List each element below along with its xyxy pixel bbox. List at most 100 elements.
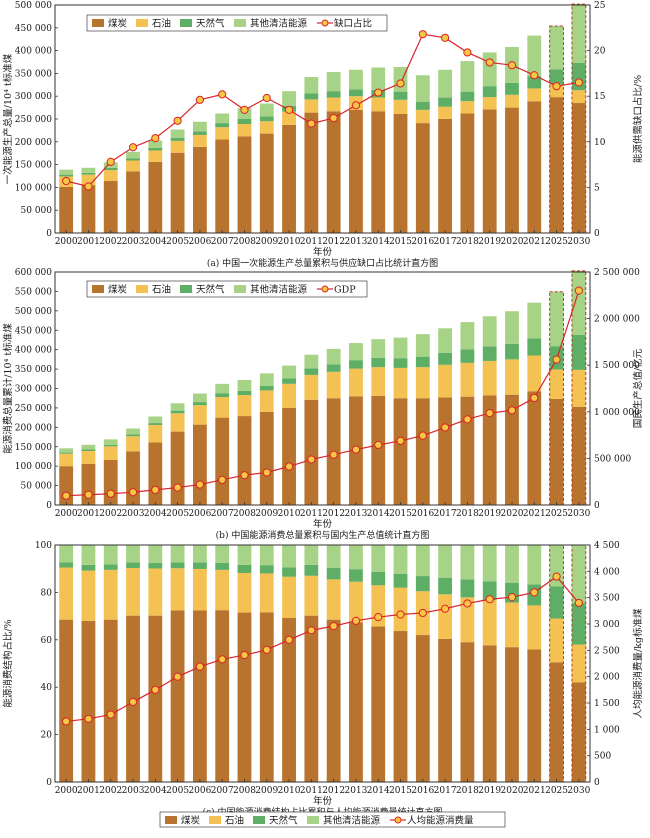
legend-swatch-clean [234, 19, 246, 27]
bar-gas-2013 [349, 89, 363, 97]
bar-coal-2018 [460, 113, 475, 233]
bar-gas-2005 [170, 137, 185, 141]
bar-gas-2012 [326, 567, 341, 580]
bar-coal-2015 [393, 113, 408, 233]
line-series [66, 290, 580, 497]
bar-gas-2016 [415, 356, 430, 368]
bar-oil-2001 [81, 570, 96, 621]
x-tick-label: 2018 [456, 237, 479, 247]
bar-gas-2019 [482, 86, 497, 98]
line-marker-2017 [441, 604, 450, 613]
bar-clean-2030 [571, 4, 586, 63]
x-tick-label: 2030 [567, 509, 590, 519]
line-marker-2008 [240, 650, 249, 660]
bar-oil-2030 [571, 90, 586, 104]
bar-coal-2002 [103, 181, 118, 233]
bar-clean-2017 [438, 328, 453, 353]
line-marker-2014 [374, 440, 383, 450]
bar-clean-2004 [148, 545, 163, 564]
bar-clean-2006 [192, 121, 207, 132]
line-marker-2001 [84, 714, 93, 723]
bar-clean-2025 [549, 291, 564, 347]
y-tick-label: 400 000 [15, 47, 52, 57]
bar-gas-2018 [460, 579, 475, 598]
y2-tick-label: 3 500 [594, 594, 620, 604]
bar-clean-2014 [371, 545, 386, 572]
line-marker-2005 [173, 483, 182, 492]
line-marker-2002 [106, 489, 115, 498]
line-marker-2030 [574, 78, 583, 87]
line-marker-2012 [329, 113, 338, 123]
bar-coal-2012 [326, 111, 341, 233]
line-marker-2015 [396, 79, 405, 88]
bar-coal-2008 [237, 416, 252, 505]
x-tick-label: 2001 [77, 786, 100, 796]
bar-gas-2003 [126, 562, 140, 568]
x-tick-label: 2016 [411, 237, 434, 247]
line-marker-2019 [485, 409, 494, 418]
bar-clean-2021 [527, 35, 542, 77]
y2-tick-label: 2 500 000 [594, 268, 640, 278]
bar-clean-2021 [527, 545, 542, 585]
bar-gas-2011 [304, 93, 319, 100]
line-marker-2030 [574, 598, 583, 608]
x-tick-label: 2021 [523, 786, 546, 796]
y2-tick-label: 1 500 000 [594, 361, 640, 371]
bar-coal-2007 [215, 139, 230, 233]
bar-oil-2012 [326, 371, 341, 399]
line-marker-2020 [507, 61, 517, 70]
x-tick-label: 2006 [188, 786, 211, 796]
x-axis-label: 年份 [313, 518, 333, 530]
y-axis-label: 一次能源生产总量/10⁴ t标准煤 [2, 53, 14, 184]
bar-clean-2021 [527, 302, 542, 339]
bar-coal-2010 [282, 407, 296, 505]
bar-oil-2008 [237, 124, 252, 137]
bar-coal-2008 [237, 136, 252, 233]
bar-clean-2001 [81, 545, 96, 565]
y2-tick-label: 0 [594, 229, 600, 239]
bar-coal-2015 [393, 631, 408, 782]
bar-oil-2005 [170, 568, 185, 611]
bar-oil-2010 [282, 576, 296, 618]
bar-clean-2008 [237, 545, 252, 565]
x-tick-label: 2006 [188, 237, 211, 247]
legend-label: 天然气 [196, 284, 225, 296]
bar-clean-2003 [126, 151, 140, 159]
bar-clean-2017 [438, 69, 453, 98]
line-marker-2003 [128, 697, 138, 707]
chart-title: (a) 中国一次能源生产总量累积与供应缺口占比统计直方图 [207, 257, 438, 269]
bar-coal-2018 [460, 396, 475, 505]
bar-clean-2012 [326, 348, 341, 365]
line-marker-2030 [574, 286, 583, 295]
y2-tick-label: 0 [594, 778, 600, 788]
bar-oil-2001 [81, 451, 96, 464]
bar-gas-2018 [460, 91, 475, 102]
bar-gas-2004 [148, 563, 163, 569]
bar-clean-2009 [259, 373, 274, 386]
y-tick-label: 60 [41, 636, 53, 646]
x-tick-label: 2018 [456, 786, 479, 796]
x-tick-label: 2013 [344, 786, 367, 796]
bar-gas-2017 [438, 577, 453, 595]
x-tick-label: 2012 [322, 509, 345, 519]
bar-clean-2016 [415, 545, 430, 577]
y2-tick-label: 15 [594, 92, 606, 102]
bar-oil-2011 [304, 374, 319, 400]
legend-label: GDP [334, 285, 356, 296]
legend-swatch-oil [136, 19, 148, 27]
bar-clean-2005 [170, 545, 185, 563]
y2-tick-label: 20 [594, 47, 606, 57]
y2-tick-label: 0 [594, 501, 600, 511]
bar-oil-2030 [571, 369, 586, 407]
bar-coal-2000 [59, 619, 74, 782]
bar-oil-2020 [505, 602, 519, 648]
bar-coal-2007 [215, 417, 230, 506]
bar-oil-2008 [237, 395, 252, 417]
bar-gas-2030 [571, 334, 586, 370]
bar-gas-2008 [237, 564, 252, 573]
bar-gas-2002 [103, 167, 118, 171]
legend-label: 缺口占比 [334, 18, 372, 30]
y-tick-label: 100 000 [15, 183, 52, 193]
x-tick-label: 2014 [367, 786, 390, 796]
